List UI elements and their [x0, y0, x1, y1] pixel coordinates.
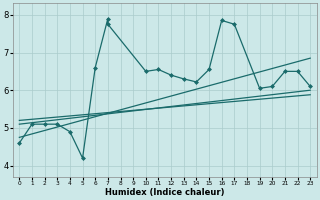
X-axis label: Humidex (Indice chaleur): Humidex (Indice chaleur) [105, 188, 225, 197]
